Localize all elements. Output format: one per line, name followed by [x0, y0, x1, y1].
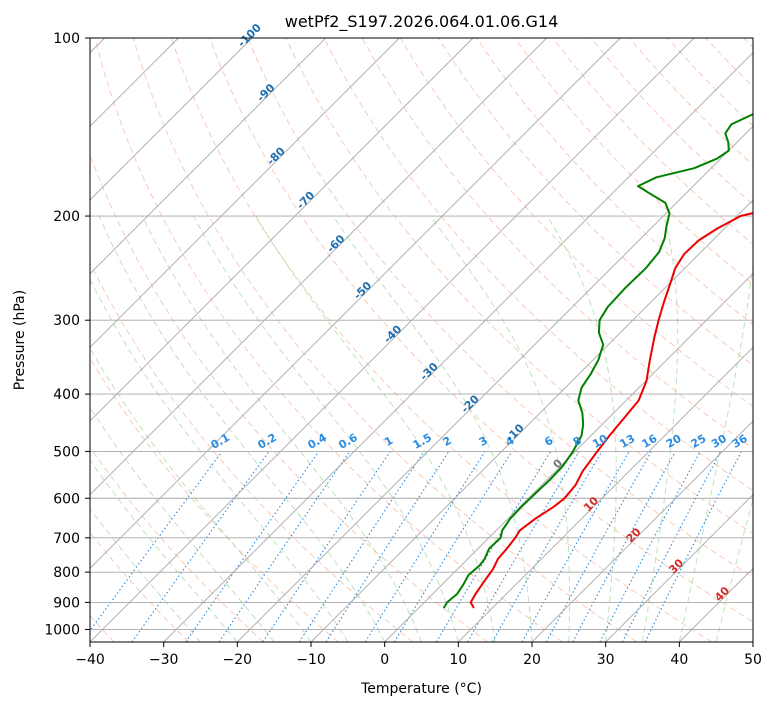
mixing-ratio-line [393, 451, 513, 642]
plot-area [90, 38, 753, 642]
isotherm-line [90, 38, 474, 422]
dry-adiabat [323, 38, 753, 492]
isotherms [90, 38, 753, 642]
x-tick-label: 0 [380, 652, 389, 668]
isotherm-line [458, 346, 753, 642]
x-tick-label: −30 [149, 652, 179, 668]
dewpoint-profile-line [442, 113, 753, 609]
mixing-ratio-line [185, 451, 320, 642]
mixing-ratio-line [262, 451, 391, 642]
dry-adiabat [514, 38, 753, 285]
x-tick-label: −40 [75, 652, 105, 668]
x-tick-label: 50 [744, 652, 762, 668]
y-tick-label: 1000 [44, 622, 80, 638]
moist-adiabat [90, 459, 238, 642]
dry-adiabat [132, 38, 638, 642]
moist-adiabat [90, 406, 275, 642]
dry-adiabat [285, 38, 753, 535]
moist-adiabat [98, 215, 386, 642]
y-tick-label: 900 [53, 595, 80, 611]
x-tick-label: −20 [223, 652, 253, 668]
x-tick-label: 40 [670, 652, 688, 668]
mixing-ratio-line [298, 451, 425, 642]
dry-adiabat [170, 38, 712, 642]
mixing-ratio-line [545, 451, 652, 642]
y-tick-label: 500 [53, 444, 80, 460]
dry-adiabat [247, 38, 753, 578]
y-axis-label: Pressure (hPa) [12, 290, 28, 390]
isotherm-line [90, 38, 621, 569]
mixing-ratio-line [90, 451, 223, 632]
y-tick-label: 200 [53, 209, 80, 225]
dry-adiabat [90, 446, 264, 642]
moist-adiabat [141, 215, 422, 642]
mixing-ratio-line [325, 451, 450, 642]
dry-adiabat [94, 38, 563, 642]
x-tick-label: 20 [523, 652, 541, 668]
isotherm-line [90, 38, 253, 201]
temperature-profile-line [469, 212, 753, 609]
y-tick-label: 700 [53, 531, 80, 547]
chart-title: wetPf2_S197.2026.064.01.06.G14 [285, 12, 559, 32]
dry-adiabat [209, 38, 753, 623]
y-tick-label: 600 [53, 491, 80, 507]
mixing-ratio-line [644, 451, 742, 642]
isotherm-line [237, 125, 753, 642]
mixing-ratio-line [218, 451, 351, 642]
dry-adiabat [90, 261, 414, 642]
isotherm-line [90, 38, 400, 348]
isotherm-line [531, 420, 753, 642]
moist-adiabat [90, 347, 312, 642]
x-tick-label: −10 [296, 652, 326, 668]
isotherm-line [90, 38, 326, 275]
isotherm-line [384, 273, 753, 642]
profiles [442, 113, 753, 609]
moist-adiabat [642, 215, 679, 642]
y-axis-ticks: 100 200 300 400 500 600 700 800 900 1000 [44, 31, 90, 638]
moist-adiabats [90, 215, 753, 642]
moist-adiabat [429, 215, 571, 642]
isobars [90, 38, 753, 630]
y-tick-label: 400 [53, 387, 80, 403]
x-axis-label: Temperature (°C) [360, 681, 482, 697]
isotherm-line [605, 494, 753, 642]
y-tick-label: 300 [53, 313, 80, 329]
dry-adiabat [476, 38, 753, 326]
mixing-ratio-line [621, 451, 722, 642]
moist-adiabat [678, 261, 753, 642]
isotherm-line [90, 38, 695, 642]
moist-adiabat [546, 215, 617, 642]
dry-adiabats [90, 38, 753, 642]
isotherm-line [163, 52, 753, 642]
y-tick-label: 800 [53, 565, 80, 581]
moist-adiabat [192, 215, 459, 642]
moist-adiabat [332, 215, 533, 642]
dry-adiabat [90, 357, 339, 642]
x-axis-ticks: −40 −30 −20 −10 0 10 20 30 40 50 [75, 642, 762, 668]
x-tick-label: 10 [449, 652, 467, 668]
y-tick-label: 100 [53, 31, 80, 47]
isotherm-line [90, 38, 547, 496]
isotherm-line [310, 199, 753, 642]
plot-frame [89, 37, 754, 643]
mixing-ratio-line [572, 451, 676, 642]
x-tick-label: 30 [597, 652, 615, 668]
mixing-ratio-line [521, 451, 630, 642]
